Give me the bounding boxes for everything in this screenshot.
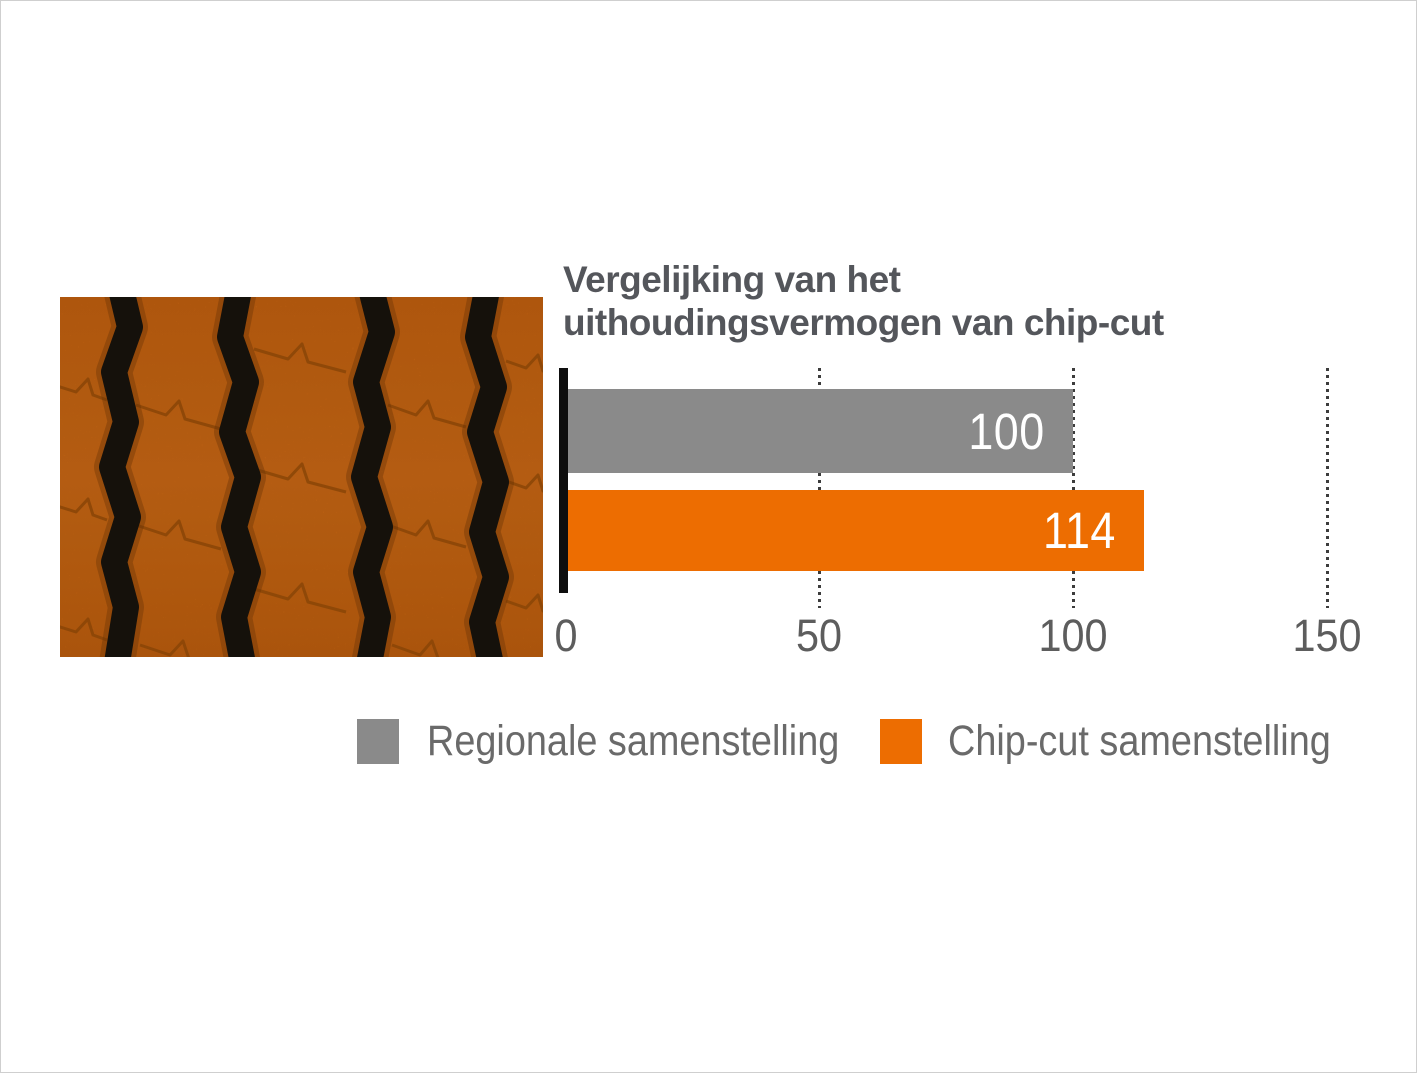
tread-grooves — [99, 297, 509, 657]
bar-value-label-chip-cut: 114 — [1042, 502, 1116, 559]
tire-tread-photo — [60, 297, 543, 657]
bar-value-label-regionale: 100 — [968, 402, 1045, 460]
legend-swatch-chip-cut — [880, 719, 922, 764]
x-tick-100: 100 — [1038, 610, 1108, 661]
legend-swatch-regionale — [357, 719, 399, 764]
x-tick-0: 0 — [554, 610, 578, 661]
chart-title: Vergelijking van het uithoudingsvermogen… — [563, 258, 1164, 344]
gridline-50 — [818, 368, 821, 608]
chart-title-line-2: uithoudingsvermogen van chip-cut — [563, 302, 1164, 343]
gridline-100 — [1072, 368, 1075, 608]
x-tick-50: 50 — [795, 610, 843, 661]
legend-label-regionale: Regionale samenstelling — [427, 717, 840, 765]
chart-title-line-1: Vergelijking van het — [563, 259, 901, 300]
gridline-150 — [1326, 368, 1329, 608]
bar-chip-cut-samenstelling: 114 — [568, 490, 1144, 571]
bar-regionale-samenstelling: 100 — [568, 389, 1073, 473]
x-tick-150: 150 — [1292, 610, 1362, 661]
legend-label-chip-cut: Chip-cut samenstelling — [948, 717, 1331, 765]
tread-sipes — [60, 342, 543, 657]
y-axis-line — [559, 368, 568, 593]
